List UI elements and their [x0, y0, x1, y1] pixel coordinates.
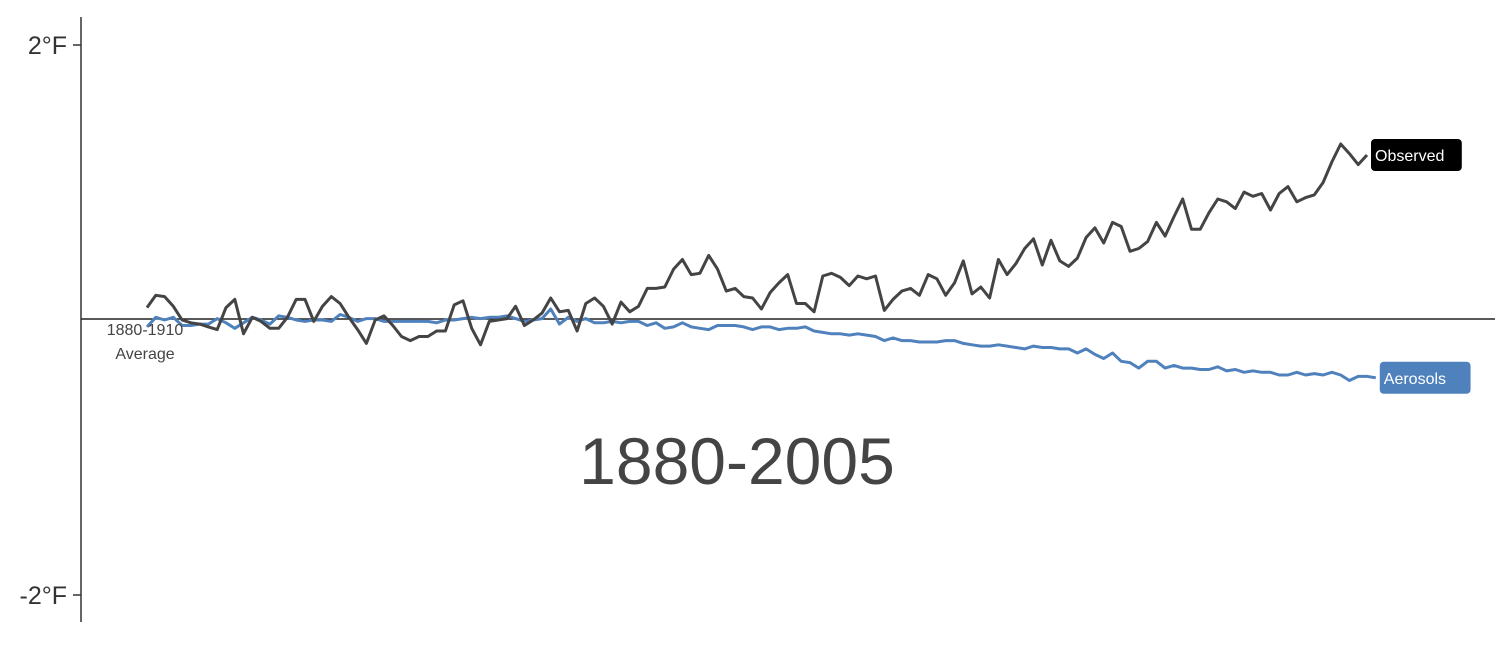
baseline-label: 1880-1910 Average	[107, 322, 184, 363]
baseline-label-line-2: Average	[115, 346, 174, 363]
year-range-label: 1880-2005	[579, 424, 895, 498]
y-tick-label: -2°F	[20, 582, 68, 610]
series-line-aerosols	[145, 307, 1377, 382]
series-label-aerosols: Aerosols	[1379, 361, 1471, 394]
series-line-observed	[145, 142, 1369, 347]
y-tick-label: 2°F	[28, 32, 67, 60]
series-label-observed: Observed	[1371, 139, 1462, 171]
y-ticks: 2°F -2°F	[20, 32, 81, 610]
baseline-label-line-1: 1880-1910	[107, 322, 184, 339]
series-label-text: Observed	[1375, 148, 1444, 165]
series-label-box	[1371, 139, 1462, 171]
series-labels: Observed Aerosols	[1371, 139, 1471, 394]
series-label-text: Aerosols	[1384, 371, 1446, 388]
series-lines	[145, 142, 1377, 382]
series-label-box	[1379, 361, 1471, 394]
